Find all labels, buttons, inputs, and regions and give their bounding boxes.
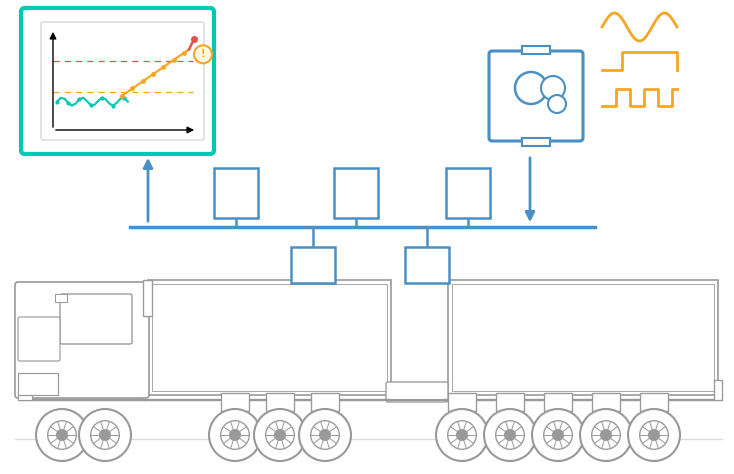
Circle shape bbox=[91, 421, 120, 449]
Circle shape bbox=[592, 421, 620, 449]
Bar bbox=[405, 247, 449, 283]
Bar bbox=[311, 393, 339, 411]
Bar bbox=[18, 390, 32, 400]
Circle shape bbox=[648, 429, 660, 441]
Circle shape bbox=[448, 421, 476, 449]
Circle shape bbox=[221, 421, 250, 449]
FancyBboxPatch shape bbox=[21, 8, 214, 154]
Bar bbox=[214, 168, 258, 218]
Circle shape bbox=[57, 429, 68, 441]
FancyBboxPatch shape bbox=[41, 22, 204, 140]
Circle shape bbox=[310, 421, 339, 449]
Circle shape bbox=[299, 409, 351, 461]
Circle shape bbox=[541, 76, 565, 100]
Bar bbox=[640, 393, 668, 411]
Circle shape bbox=[544, 421, 573, 449]
Circle shape bbox=[275, 429, 286, 441]
Bar bbox=[152, 284, 387, 391]
Circle shape bbox=[99, 429, 111, 441]
Circle shape bbox=[515, 72, 547, 104]
Bar bbox=[522, 46, 550, 54]
Circle shape bbox=[79, 409, 131, 461]
Bar bbox=[291, 247, 335, 283]
Circle shape bbox=[266, 421, 294, 449]
Bar bbox=[448, 280, 718, 395]
Circle shape bbox=[640, 421, 668, 449]
Circle shape bbox=[484, 409, 536, 461]
Bar bbox=[143, 280, 152, 316]
Bar bbox=[592, 393, 620, 411]
Circle shape bbox=[457, 429, 468, 441]
Circle shape bbox=[580, 409, 632, 461]
FancyBboxPatch shape bbox=[15, 282, 149, 398]
Circle shape bbox=[36, 409, 88, 461]
Circle shape bbox=[229, 429, 241, 441]
Bar bbox=[334, 168, 378, 218]
Bar bbox=[148, 280, 391, 395]
FancyBboxPatch shape bbox=[60, 294, 132, 344]
Circle shape bbox=[552, 429, 564, 441]
Bar bbox=[522, 138, 550, 146]
Circle shape bbox=[209, 409, 261, 461]
Circle shape bbox=[628, 409, 680, 461]
Bar bbox=[266, 393, 294, 411]
FancyBboxPatch shape bbox=[386, 382, 448, 402]
Bar bbox=[714, 380, 722, 400]
Bar bbox=[448, 393, 476, 411]
Bar bbox=[544, 393, 572, 411]
Bar bbox=[55, 294, 67, 302]
Circle shape bbox=[48, 421, 76, 449]
Circle shape bbox=[495, 421, 524, 449]
Bar bbox=[496, 393, 524, 411]
Circle shape bbox=[436, 409, 488, 461]
Circle shape bbox=[194, 46, 212, 64]
FancyBboxPatch shape bbox=[489, 51, 583, 141]
Bar bbox=[221, 393, 249, 411]
Bar bbox=[18, 373, 58, 395]
Circle shape bbox=[548, 95, 566, 113]
Circle shape bbox=[504, 429, 516, 441]
Circle shape bbox=[254, 409, 306, 461]
Circle shape bbox=[600, 429, 611, 441]
Circle shape bbox=[319, 429, 331, 441]
Bar bbox=[452, 284, 714, 391]
Text: !: ! bbox=[201, 49, 206, 59]
Circle shape bbox=[532, 409, 584, 461]
Bar bbox=[446, 168, 490, 218]
FancyBboxPatch shape bbox=[18, 317, 60, 361]
